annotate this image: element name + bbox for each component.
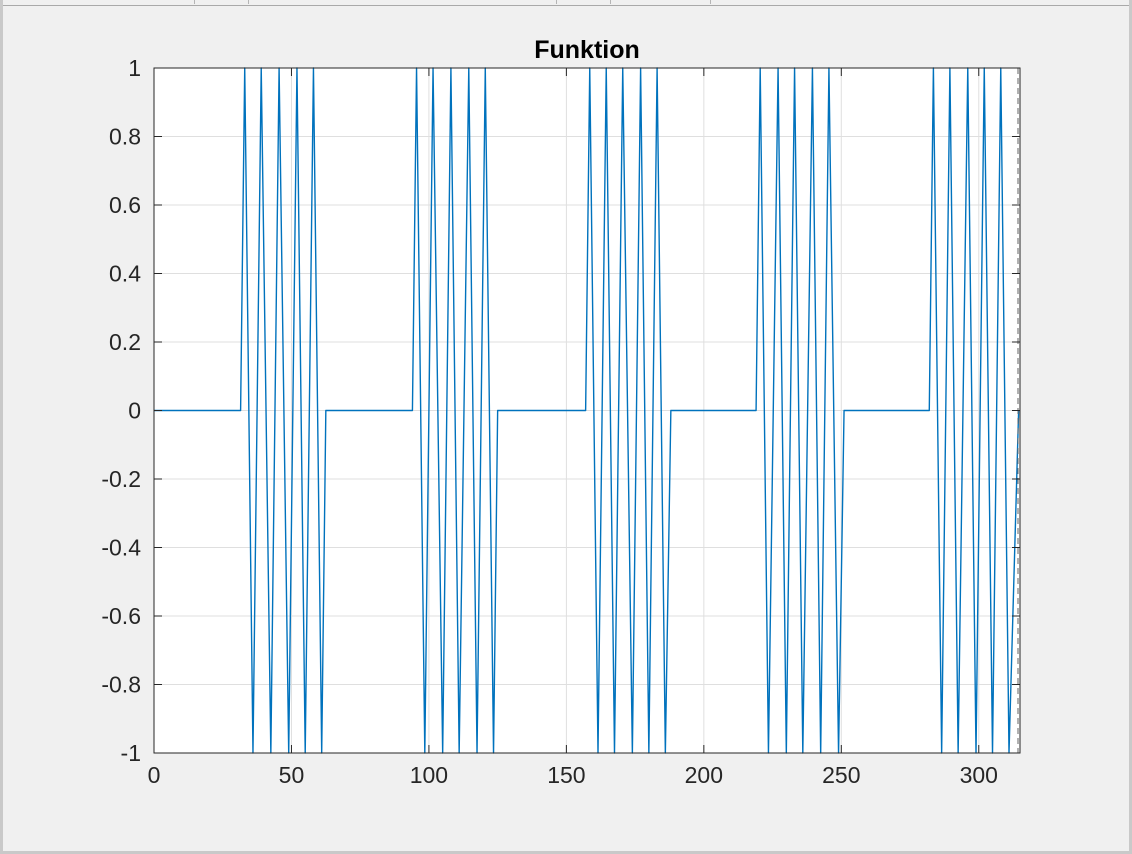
y-tick-label: 1 [128,55,141,81]
toolbar-separator [610,0,611,4]
toolbar-separator [556,0,557,4]
x-tick-label: 0 [148,762,161,788]
ticks: 0 50 100 150 200 250 300 1 0.8 0.6 0.4 0.2 0 -0.2 -0.4… [101,55,1020,788]
y-tick-label: -0.2 [101,466,141,492]
x-tick-label: 300 [960,762,998,788]
y-tick-label: -0.4 [101,535,141,561]
x-tick-label: 200 [685,762,723,788]
x-tick-label: 50 [279,762,305,788]
y-tick-label: 0.8 [109,124,141,150]
chart: 0 50 100 150 200 250 300 1 0.8 0.6 0.4 0.2 0 -0.2 -0.4… [101,36,1021,788]
y-tick-label: 0 [128,398,141,424]
toolbar-separator [710,0,711,4]
x-tick-label: 150 [547,762,585,788]
x-tick-label: 250 [822,762,860,788]
toolbar-separator [248,0,249,4]
toolbar-strip [3,0,1129,6]
y-tick-label: 0.6 [109,192,141,218]
y-tick-label: -0.6 [101,603,141,629]
toolbar-separator [194,0,195,4]
y-tick-label: 0.2 [109,329,141,355]
y-tick-label: -0.8 [101,672,141,698]
chart-title: Funktion [534,36,640,64]
y-tick-label: 0.4 [109,261,141,287]
x-tick-label: 100 [410,762,448,788]
y-tick-label: -1 [121,740,141,766]
